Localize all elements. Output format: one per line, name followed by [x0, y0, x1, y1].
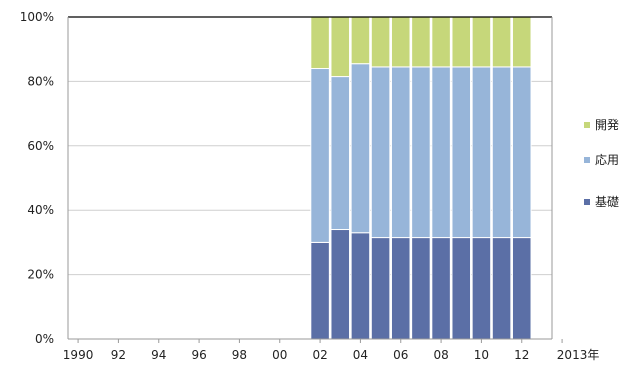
x-tick-labels: 1990 92 94 96 98 00 02 04 06 08 10 12 2013年: [63, 339, 600, 362]
y-tick-labels: 0% 20% 40% 60% 80% 100%: [20, 10, 54, 346]
bar-segment: [370, 16, 391, 68]
bar-segment: [330, 229, 351, 340]
x-tick-label: 96: [191, 348, 206, 362]
bar-segment: [411, 237, 431, 340]
bar-segment: [471, 237, 492, 340]
bar-segment: [491, 66, 512, 239]
bar-segment: [451, 66, 472, 239]
bar-segment: [390, 237, 411, 340]
bar-segment: [310, 68, 330, 243]
x-tick-label: 94: [151, 348, 166, 362]
bar-segment: [310, 16, 330, 70]
x-tick-label: 00: [272, 348, 287, 362]
bar-segment: [451, 16, 472, 68]
bar-segment: [491, 16, 512, 68]
axes: [67, 16, 553, 340]
bar-segment: [411, 66, 431, 239]
bars: [310, 16, 532, 340]
bar-segment: [390, 16, 411, 68]
bar-segment: [390, 66, 411, 239]
y-tick-label: 100%: [20, 10, 54, 24]
x-tick-label: 10: [474, 348, 489, 362]
y-tick-label: 60%: [27, 139, 54, 153]
bar-segment: [511, 237, 532, 340]
y-tick-label: 20%: [27, 268, 54, 282]
bar-segment: [431, 66, 451, 239]
legend-swatch: [584, 199, 590, 205]
legend-swatch: [584, 157, 590, 163]
bar-segment: [330, 76, 351, 231]
x-tick-label: 06: [393, 348, 408, 362]
x-tick-label: 12: [514, 348, 529, 362]
bar-segment: [511, 16, 532, 68]
bar-segment: [451, 237, 472, 340]
y-tick-label: 40%: [27, 203, 54, 217]
legend-label: 開発: [595, 118, 619, 132]
bar-segment: [511, 66, 532, 239]
x-tick-label: 2013年: [557, 348, 600, 362]
x-tick-label: 92: [111, 348, 126, 362]
bar-segment: [350, 232, 371, 340]
bar-segment: [431, 237, 451, 340]
bar-segment: [370, 237, 391, 340]
y-tick-label: 0%: [35, 332, 54, 346]
grid-lines: [68, 80, 552, 276]
bar-segment: [411, 16, 431, 68]
x-tick-label: 04: [353, 348, 368, 362]
bar-segment: [471, 66, 492, 239]
x-tick-label: 1990: [63, 348, 94, 362]
legend-label: 応用: [595, 153, 619, 167]
x-tick-label: 98: [232, 348, 247, 362]
bar-segment: [350, 16, 371, 65]
bar-segment: [350, 63, 371, 234]
legend-label: 基礎: [595, 195, 619, 209]
y-tick-label: 80%: [27, 74, 54, 88]
bar-segment: [431, 16, 451, 68]
bar-segment: [491, 237, 512, 340]
bar-segment: [370, 66, 391, 239]
x-tick-label: 02: [312, 348, 327, 362]
legend-swatch: [584, 122, 590, 128]
bar-segment: [310, 241, 330, 340]
bar-segment: [471, 16, 492, 68]
bar-segment: [330, 16, 351, 78]
x-tick-label: 08: [433, 348, 448, 362]
